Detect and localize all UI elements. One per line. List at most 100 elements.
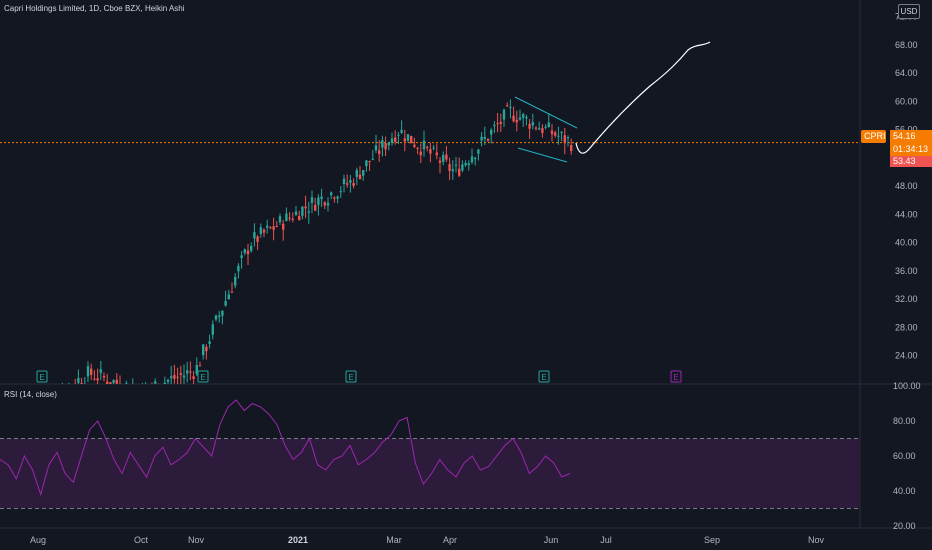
candle-body: [285, 213, 288, 221]
rsi-axis: 20.00 40.00 60.00 80.00 100.00: [893, 381, 921, 531]
candle-body: [330, 192, 333, 196]
candle-body: [237, 265, 240, 272]
price-tick-label: 36.00: [895, 266, 918, 276]
price-tick-label: 64.00: [895, 68, 918, 78]
candle-body: [243, 249, 246, 253]
candle-body: [371, 158, 374, 160]
candle-body: [310, 197, 314, 203]
candle-body: [269, 227, 272, 229]
candle-body: [442, 154, 445, 162]
candle-body: [515, 119, 518, 123]
earnings-marker: [197, 370, 209, 383]
currency-button[interactable]: USD: [898, 4, 920, 19]
candle-body: [99, 369, 102, 373]
candle-body: [346, 183, 349, 185]
candle-body: [205, 346, 208, 352]
symbol-tag: CPRI: [861, 130, 886, 143]
candle-body: [173, 374, 176, 379]
candle-body: [262, 229, 266, 233]
candle-body: [109, 382, 112, 384]
candle-body: [506, 105, 509, 107]
last-price-tag: 54.16 01:34:13: [890, 130, 932, 158]
rsi-band: [0, 438, 860, 509]
candle-body: [186, 370, 189, 374]
candle-body: [342, 178, 346, 184]
candle-body: [234, 276, 237, 286]
candle-body: [294, 211, 298, 215]
candle-body: [301, 206, 304, 216]
candle-body: [355, 169, 358, 177]
candle-body: [541, 128, 544, 134]
candle-body: [387, 142, 390, 146]
drawing-overlay: [514, 41, 711, 163]
candle-body: [458, 168, 461, 176]
bar-countdown: 01:34:13: [893, 144, 929, 154]
channel-upper-line: [514, 96, 578, 129]
earnings-marker-label: E: [200, 373, 205, 382]
candle-body: [202, 344, 205, 356]
candle-body: [554, 132, 557, 136]
candle-body: [419, 151, 422, 156]
candle-body: [192, 376, 195, 380]
candle-body: [256, 236, 259, 242]
candle-body: [288, 217, 291, 219]
candle-body: [438, 160, 442, 163]
candle-body: [221, 310, 224, 316]
channel-lower-line: [517, 147, 568, 163]
candle-body: [272, 226, 275, 230]
candle-body: [333, 197, 336, 199]
candle-body: [410, 135, 413, 144]
candle-body: [291, 218, 294, 220]
rsi-tick-label: 40.00: [893, 486, 916, 496]
price-tick-label: 60.00: [895, 96, 918, 106]
candle-body: [115, 379, 118, 384]
candle-body: [531, 122, 534, 126]
price-tick-label: 68.00: [895, 40, 918, 50]
candle-body: [227, 294, 230, 300]
candle-body: [230, 291, 234, 293]
candle-body: [470, 156, 474, 163]
earnings-marker-label: E: [541, 373, 546, 382]
time-tick-label: Nov: [188, 535, 205, 545]
candle-body: [557, 135, 560, 137]
candle-body: [93, 378, 96, 380]
candle-body: [362, 169, 365, 176]
candle-body: [509, 106, 512, 108]
rsi-label: RSI (14, close): [4, 390, 57, 399]
candle-body: [477, 149, 480, 154]
candle-body: [518, 117, 522, 120]
candle-body: [358, 174, 362, 179]
candle-body: [394, 137, 397, 142]
candle-body: [445, 154, 448, 160]
candle-body: [422, 140, 426, 150]
candle-body: [253, 232, 256, 239]
rsi-series: [0, 399, 571, 497]
candle-body: [304, 206, 307, 209]
candle-body: [480, 136, 483, 141]
price-tick-label: 28.00: [895, 322, 918, 332]
candle-body: [502, 109, 506, 120]
price-tick-label: 24.00: [895, 351, 918, 361]
candle-body: [416, 147, 419, 149]
candle-body: [154, 381, 157, 384]
candle-body: [90, 368, 93, 375]
candle-body: [198, 365, 202, 367]
candle-body: [214, 315, 218, 320]
candle-body: [461, 164, 464, 171]
candle-body: [365, 160, 368, 167]
candle-body: [317, 197, 320, 205]
candle-body: [486, 138, 490, 141]
candle-body: [307, 211, 310, 213]
candle-body: [435, 152, 438, 156]
projection-path: [575, 41, 711, 154]
candle-body: [547, 122, 550, 127]
candle-body: [246, 250, 250, 255]
candle-body: [218, 315, 221, 317]
earnings-marker: [345, 370, 357, 383]
price-tick-label: 48.00: [895, 181, 918, 191]
candle-body: [525, 116, 528, 119]
candle-body: [339, 191, 342, 193]
candle-body: [493, 125, 496, 127]
